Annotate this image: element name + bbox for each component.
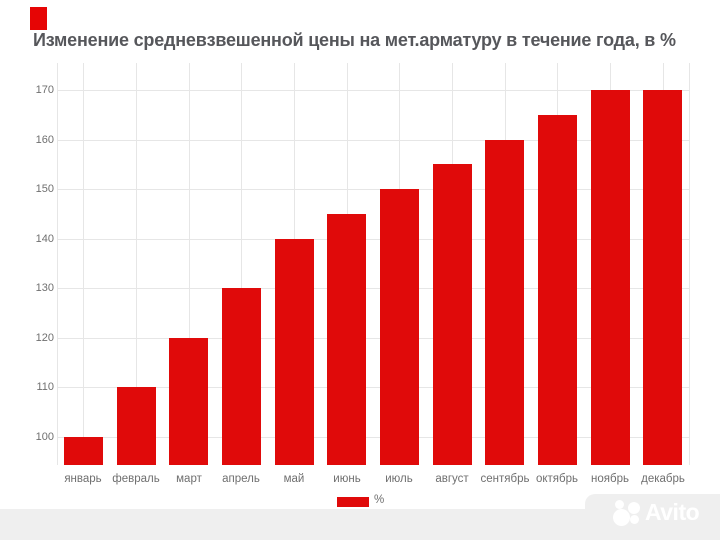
y-axis-tick-label: 140	[35, 232, 54, 245]
h-gridline	[57, 288, 689, 290]
x-axis-label: январь	[64, 473, 102, 485]
x-axis-label: декабрь	[641, 473, 685, 485]
y-axis-tick-label: 170	[35, 84, 54, 96]
x-axis-label: февраль	[112, 473, 160, 485]
h-gridline	[57, 238, 689, 240]
avito-logo-circle-icon	[630, 515, 639, 524]
bar-март	[169, 337, 208, 465]
x-axis-label: август	[435, 473, 469, 485]
avito-watermark-text: Avito	[645, 499, 700, 525]
avito-brand-mark	[30, 7, 47, 30]
avito-logo-icon: Avito	[606, 498, 714, 532]
v-gridline	[83, 63, 84, 465]
bar-сентябрь	[485, 139, 524, 465]
y-axis-tick-label: 160	[35, 133, 54, 146]
bar-июнь	[327, 213, 366, 465]
bar-июль	[380, 189, 419, 465]
legend-label: %	[374, 494, 385, 506]
x-axis-label: апрель	[222, 473, 260, 485]
h-gridline	[57, 90, 689, 91]
v-gridline	[189, 63, 190, 465]
h-gridline	[57, 387, 689, 389]
x-axis-label: март	[176, 473, 202, 485]
bar-апрель	[222, 288, 261, 465]
bar-август	[433, 164, 472, 465]
x-axis-label: май	[283, 473, 305, 485]
avito-logo-circle-icon	[628, 502, 640, 514]
y-axis-tick-label: 150	[35, 183, 54, 196]
h-gridline	[57, 337, 689, 339]
y-axis-tick-label: 100	[35, 430, 54, 443]
h-gridline	[57, 189, 689, 191]
bar-декабрь	[643, 90, 682, 465]
x-axis-label: октябрь	[535, 473, 579, 485]
bar-ноябрь	[591, 90, 630, 465]
bar-январь	[64, 436, 103, 465]
y-axis-tick-label: 120	[35, 331, 54, 344]
h-gridline	[57, 436, 689, 438]
avito-logo-circle-icon	[615, 500, 624, 509]
avito-logo-circle-icon	[613, 509, 630, 526]
x-axis-label: сентябрь	[480, 473, 530, 485]
h-gridline	[57, 139, 689, 141]
footer-strip-right	[585, 494, 720, 540]
x-axis-label: июнь	[333, 473, 361, 485]
legend-swatch	[337, 497, 369, 507]
chart-title: Изменение средневзвешенной цены на мет.а…	[33, 30, 676, 50]
bar-февраль	[117, 387, 156, 465]
y-axis-tick-label: 130	[35, 282, 54, 295]
v-gridline	[241, 63, 242, 465]
bar-октябрь	[538, 114, 577, 465]
v-gridline	[136, 63, 137, 465]
bar-май	[275, 238, 314, 465]
x-axis-label: ноябрь	[591, 473, 629, 485]
y-axis-tick-label: 110	[36, 381, 54, 394]
x-axis-label: июль	[385, 473, 413, 485]
v-gridline	[689, 63, 690, 465]
v-gridline	[57, 63, 58, 465]
